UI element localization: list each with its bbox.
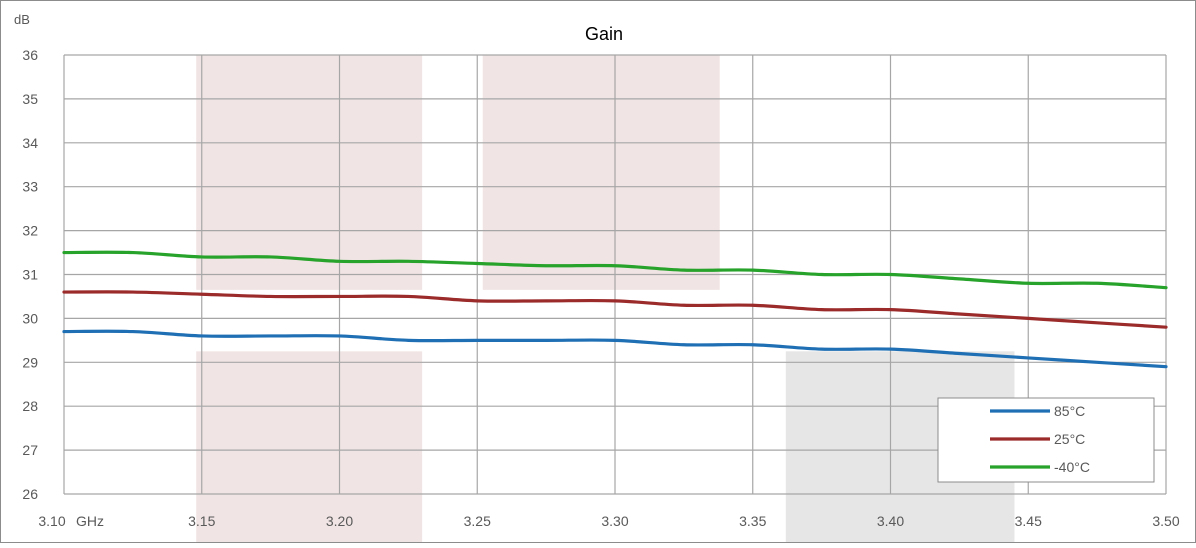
x-tick-label-3.25: 3.25 — [464, 513, 491, 529]
x-unit-label: GHz — [76, 513, 104, 529]
x-tick-label-3.10: 3.10 — [38, 513, 65, 529]
chart-title: Gain — [585, 24, 623, 44]
x-tick-label-3.40: 3.40 — [877, 513, 904, 529]
y-tick-label-32: 32 — [22, 223, 38, 239]
shaded-region-1 — [196, 55, 423, 290]
y-axis-label: dB — [14, 12, 30, 27]
x-tick-label-3.50: 3.50 — [1152, 513, 1179, 529]
legend-label-2: 25°C — [1054, 431, 1085, 447]
x-tick-label-3.20: 3.20 — [326, 513, 353, 529]
y-tick-label-26: 26 — [22, 486, 38, 502]
series-line-2 — [62, 290, 1168, 329]
x-tick-label-3.30: 3.30 — [601, 513, 628, 529]
y-tick-label-27: 27 — [22, 442, 38, 458]
y-tick-label-31: 31 — [22, 267, 38, 283]
x-tick-label-3.45: 3.45 — [1015, 513, 1042, 529]
shaded-regions — [196, 55, 1015, 542]
series-line-3 — [62, 250, 1168, 290]
series-line-1 — [62, 329, 1168, 369]
y-tick-label-28: 28 — [22, 398, 38, 414]
series-lines — [62, 250, 1168, 369]
shaded-region-3 — [196, 351, 423, 542]
legend-label-1: 85°C — [1054, 403, 1085, 419]
y-tick-label-35: 35 — [22, 91, 38, 107]
y-tick-label-30: 30 — [22, 310, 38, 326]
tick-labels: 26 27 28 29 30 31 32 33 34 35 36 3.10 3.15 3.20 3.25 3.… — [22, 47, 1179, 529]
legend-label-3: -40°C — [1054, 459, 1090, 475]
x-tick-label-3.15: 3.15 — [188, 513, 215, 529]
shaded-region-2 — [482, 55, 720, 290]
y-tick-label-29: 29 — [22, 354, 38, 370]
y-tick-label-33: 33 — [22, 179, 38, 195]
legend: 85°C 25°C -40°C — [937, 397, 1155, 483]
x-tick-label-3.35: 3.35 — [739, 513, 766, 529]
y-tick-label-36: 36 — [22, 47, 38, 63]
y-tick-label-34: 34 — [22, 135, 38, 151]
